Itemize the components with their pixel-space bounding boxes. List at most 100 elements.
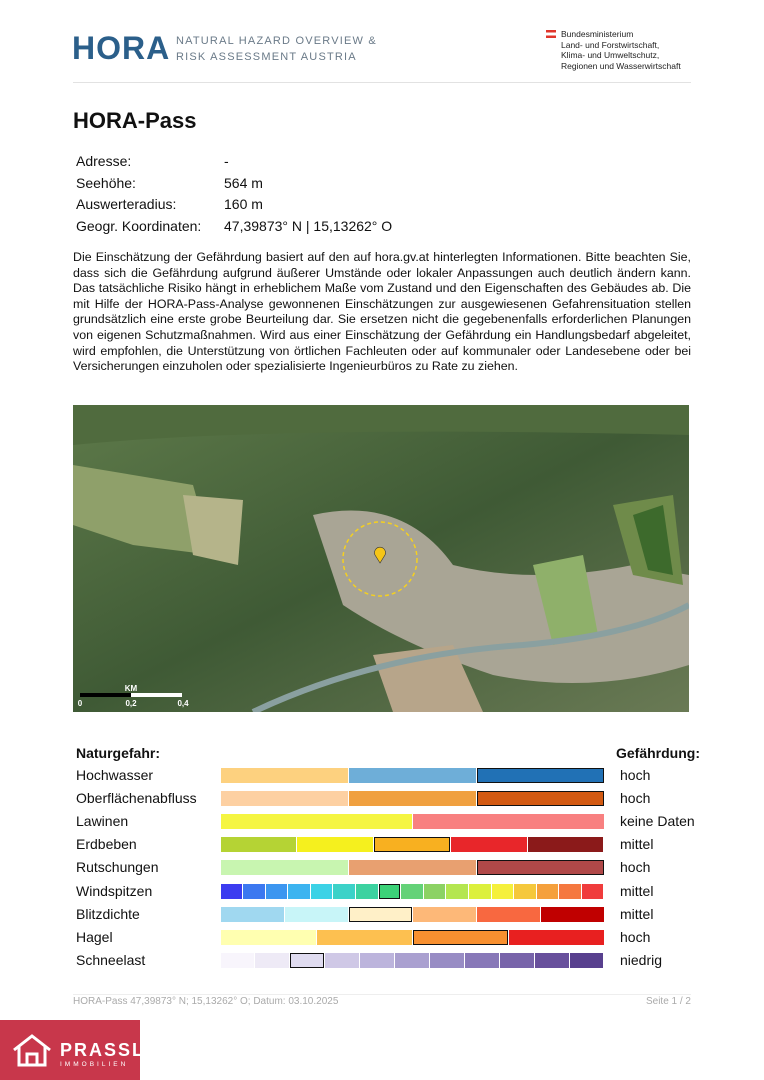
hazard-segment	[220, 791, 348, 807]
hazard-segment	[220, 883, 243, 899]
badge: PRASSL IMMOBILIEN	[0, 1020, 143, 1080]
scale-label: 0	[77, 699, 83, 708]
ministry-line: Klima- und Umweltschutz,	[561, 50, 660, 60]
hazard-segment	[220, 929, 316, 945]
hazard-segment	[316, 929, 412, 945]
logo-subtitle: RISK ASSESSMENT AUSTRIA	[176, 51, 357, 63]
hazard-level: mittel	[620, 882, 654, 899]
info-label: Auswerteradius:	[76, 196, 177, 212]
hazard-segment	[378, 883, 401, 899]
hazard-level: mittel	[620, 905, 654, 922]
hazard-segment	[310, 883, 333, 899]
hazard-level: hoch	[620, 790, 651, 807]
hazard-segment	[220, 860, 348, 876]
hazard-name: Rutschungen	[76, 859, 159, 876]
hazard-segment	[581, 883, 604, 899]
hazard-segment	[284, 906, 348, 922]
hazard-segment	[508, 929, 604, 945]
hazard-segment	[559, 883, 581, 899]
hazard-segment	[220, 768, 348, 783]
hazard-segment	[348, 768, 476, 783]
hazard-segment	[534, 952, 569, 968]
hazard-segment	[569, 952, 604, 968]
hazard-segment	[360, 952, 395, 968]
page-title: HORA-Pass	[73, 108, 197, 133]
logo: HORA	[72, 30, 171, 66]
hazard-segment	[476, 860, 604, 876]
house-icon	[13, 1034, 51, 1067]
disclaimer: Die Einschätzung der Gefährdung basiert …	[73, 250, 691, 374]
info-label: Seehöhe:	[76, 174, 136, 191]
hazard-segment	[220, 814, 412, 830]
hazard-segment	[423, 883, 446, 899]
hazard-segment	[348, 906, 412, 922]
hazard-segment	[348, 791, 476, 807]
rating-header: Gefährdung:	[616, 745, 700, 761]
hazard-segment	[412, 814, 604, 830]
hazard-segment	[514, 883, 536, 899]
hazard-header: Naturgefahr:	[76, 745, 161, 761]
divider	[73, 82, 691, 83]
hazard-segment	[499, 952, 534, 968]
hazard-segment	[468, 883, 491, 899]
hazard-segment	[356, 883, 378, 899]
ministry-line: Bundesministerium	[561, 29, 634, 39]
hazard-segment	[265, 883, 288, 899]
scale-unit: KM	[124, 684, 138, 693]
badge-sub: IMMOBILIEN	[60, 1061, 129, 1068]
hazard-name: Hochwasser	[76, 767, 154, 783]
hazard-segment	[220, 906, 284, 922]
hazard-segment	[395, 952, 429, 968]
hazard-segment	[450, 837, 527, 853]
info-value: 564 m	[224, 174, 263, 191]
scale-label: 0,4	[177, 699, 189, 708]
hazard-level: hoch	[620, 928, 651, 945]
hazard-segment	[476, 906, 540, 922]
footer-left: HORA-Pass 47,39873° N; 15,13262° O; Datu…	[73, 996, 339, 1007]
ministry: Bundesministerium Land- und Forstwirtscha…	[561, 29, 681, 71]
hazard-segment	[412, 929, 508, 945]
hazard-name: Oberflächenabfluss	[76, 790, 197, 807]
hazard-segment	[333, 883, 356, 899]
hazard-name: Erdbeben	[76, 836, 137, 853]
hazard-level: hoch	[620, 859, 651, 876]
hazard-segment	[243, 883, 265, 899]
info-label: Geogr. Koordinaten:	[76, 217, 202, 234]
ministry-line: Regionen und Wasserwirtschaft	[561, 60, 681, 71]
hazard-name: Windspitzen	[76, 882, 153, 899]
hazard-segment	[288, 883, 310, 899]
hazard-segment	[401, 883, 423, 899]
info-value: 47,39873° N | 15,13262° O	[224, 217, 393, 234]
info-value: 160 m	[224, 196, 263, 212]
hazard-segment	[429, 952, 464, 968]
hazard-segment	[540, 906, 604, 922]
hazard-name: Blitzdichte	[76, 905, 140, 922]
badge-name: PRASSL	[60, 1040, 146, 1060]
hazard-segment	[476, 791, 604, 807]
hazard-segment	[446, 883, 468, 899]
hazard-segment	[297, 837, 374, 853]
hazard-segment	[255, 952, 290, 968]
logo-subtitle: NATURAL HAZARD OVERVIEW &	[176, 35, 377, 47]
hazard-segment	[476, 768, 604, 783]
info-label: Adresse:	[76, 153, 132, 169]
hazard-level: niedrig	[620, 951, 663, 968]
divider	[73, 994, 691, 995]
hazard-level: mittel	[620, 836, 654, 853]
hazard-segment	[290, 952, 325, 968]
hazard-segment	[220, 837, 297, 853]
hazard-segment	[464, 952, 499, 968]
hazard-name: Lawinen	[76, 813, 129, 830]
flag-icon	[546, 30, 556, 38]
hazard-segment	[374, 837, 450, 853]
hazard-name: Hagel	[76, 928, 113, 945]
info-value: -	[224, 153, 229, 169]
hazard-name: Schneelast	[76, 951, 146, 968]
ministry-line: Land- und Forstwirtschaft,	[561, 39, 660, 50]
scale-label: 0,2	[125, 699, 137, 708]
hazard-segment	[325, 952, 360, 968]
hazard-segment	[412, 906, 476, 922]
footer-right: Seite 1 / 2	[645, 996, 691, 1007]
hazard-segment	[220, 952, 255, 968]
